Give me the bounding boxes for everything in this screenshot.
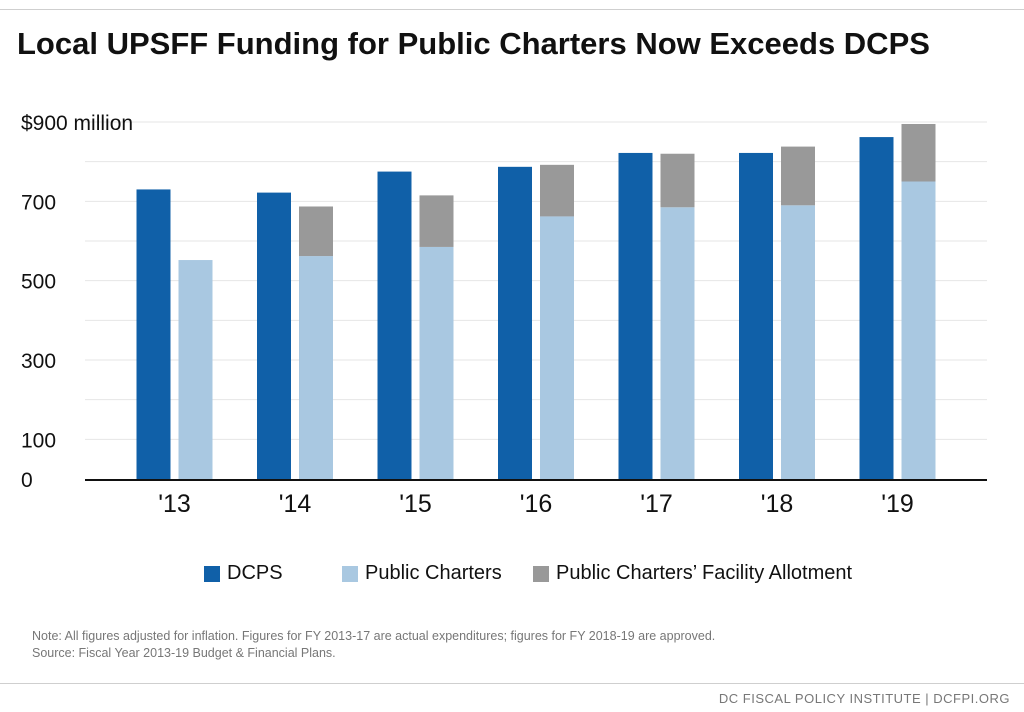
bar-dcps (739, 152, 773, 479)
legend-label-facility-allotment: Public Charters’ Facility Allotment (556, 562, 853, 584)
x-tick-label: '14 (279, 490, 312, 518)
bar-facility-allotment (781, 146, 815, 206)
legend-item-public-charters: Public Charters (342, 562, 502, 585)
legend-label-dcps: DCPS (227, 562, 283, 584)
chart-legend: DCPS Public Charters Public Charters’ Fa… (0, 562, 1024, 588)
legend-swatch-public-charters (342, 565, 358, 582)
y-tick-label: 0 (21, 469, 33, 492)
legend-label-public-charters: Public Charters (365, 562, 502, 584)
chart-note: Note: All figures adjusted for inflation… (32, 628, 715, 662)
bottom-divider (0, 683, 1024, 684)
x-tick-label: '13 (158, 490, 191, 518)
bar-dcps (136, 189, 171, 479)
legend-swatch-dcps (204, 565, 220, 582)
bar-facility-allotment (540, 164, 574, 217)
bar-facility-allotment (901, 123, 936, 182)
y-tick-label: 700 (21, 191, 56, 214)
bar-public-charters (660, 207, 695, 479)
y-tick-label: 500 (21, 271, 56, 294)
footer-credit: DC FISCAL POLICY INSTITUTE | DCFPI.ORG (718, 691, 1010, 706)
bar-dcps (859, 137, 894, 479)
bar-chart: $900 million 700 500 300 100 0 '13 '14 '15 '16 '17… (21, 112, 987, 518)
bar-facility-allotment (299, 206, 333, 257)
bar-dcps (377, 171, 412, 479)
bar-facility-allotment (419, 195, 454, 247)
x-tick-label: '15 (399, 490, 432, 518)
legend-swatch-facility-allotment (533, 565, 549, 582)
y-tick-label: 300 (21, 350, 56, 373)
bar-dcps (257, 192, 291, 479)
source-line: Source: Fiscal Year 2013-19 Budget & Fin… (32, 646, 336, 660)
x-tick-label: '17 (640, 490, 673, 518)
bar-dcps (498, 166, 532, 479)
bar-public-charters (901, 181, 936, 479)
x-tick-label: '19 (881, 490, 914, 518)
note-line: Note: All figures adjusted for inflation… (32, 629, 716, 643)
y-tick-label: $900 million (21, 112, 133, 135)
bar-public-charters (419, 246, 454, 479)
bar-public-charters (299, 256, 333, 479)
legend-item-facility-allotment: Public Charters’ Facility Allotment (533, 562, 852, 585)
bar-dcps (618, 152, 653, 479)
top-divider (0, 9, 1024, 10)
x-tick-label: '16 (520, 490, 553, 518)
x-tick-label: '18 (761, 490, 794, 518)
chart-title: Local UPSFF Funding for Public Charters … (17, 26, 930, 61)
bar-public-charters (178, 260, 213, 479)
bar-facility-allotment (660, 153, 695, 208)
legend-item-dcps: DCPS (204, 562, 283, 585)
bar-public-charters (781, 205, 815, 480)
bar-public-charters (540, 216, 574, 479)
y-tick-label: 100 (21, 429, 56, 452)
